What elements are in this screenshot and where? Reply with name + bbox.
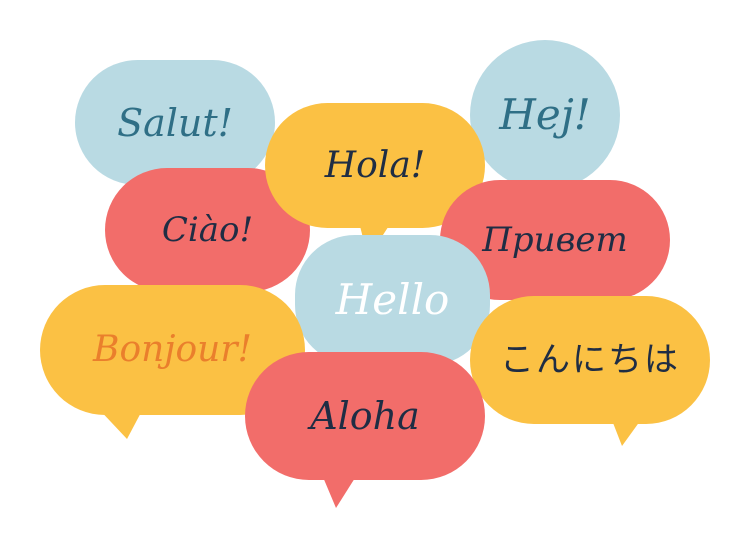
hej-bubble: Hej! — [470, 40, 620, 190]
hello-text: Hello — [335, 275, 450, 324]
konnichiwa-bubble: こんにちは — [470, 296, 710, 424]
salut-bubble: Salut! — [75, 60, 275, 185]
konnichiwa-text: こんにちは — [500, 340, 680, 380]
hola-bubble: Hola! — [265, 103, 485, 228]
privet-text: Привет — [482, 220, 628, 260]
salut-text: Salut! — [117, 100, 233, 145]
aloha-text: Aloha — [310, 394, 420, 438]
hej-text: Hej! — [499, 90, 591, 139]
bonjour-text: Bonjour! — [92, 329, 252, 370]
hola-text: Hola! — [324, 144, 426, 186]
ciao-text: Ciào! — [161, 210, 254, 250]
hello-bubble: Hello — [295, 235, 490, 365]
privet-bubble: Привет — [440, 180, 670, 300]
aloha-bubble: Aloha — [245, 352, 485, 480]
